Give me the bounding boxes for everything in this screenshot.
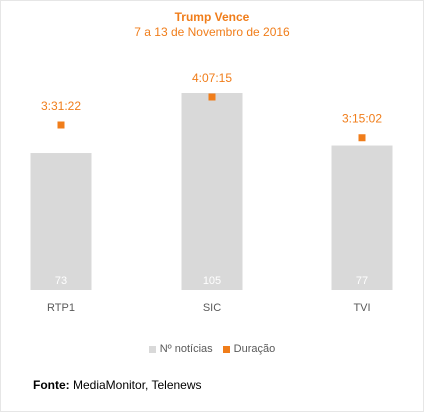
bar-value-label: 105: [203, 275, 221, 287]
bar-value-label: 77: [356, 275, 368, 287]
bar-value-label: 73: [55, 275, 67, 287]
duration-point-rtp1[interactable]: [57, 121, 65, 129]
chart-subtitle: 7 a 13 de Novembro de 2016: [134, 25, 290, 39]
duration-point-tvi[interactable]: [358, 134, 366, 142]
bar-tvi[interactable]: [331, 145, 393, 290]
legend-swatch-noticias: [148, 345, 156, 353]
source-label: Fonte:: [33, 378, 70, 392]
source-text: MediaMonitor, Telenews: [69, 378, 202, 392]
category-label-sic: SIC: [203, 302, 221, 314]
bar-rtp1[interactable]: [30, 153, 92, 290]
chart-legend: Nº notícias Duração: [0, 343, 424, 355]
duration-label: 3:31:22: [41, 99, 81, 113]
duration-point-sic[interactable]: [208, 93, 216, 101]
category-label-tvi: TVI: [353, 302, 370, 314]
legend-item-duracao[interactable]: Duração: [222, 343, 276, 355]
category-label-rtp1: RTP1: [47, 302, 75, 314]
legend-label-noticias: Nº notícias: [159, 343, 213, 355]
duration-label: 4:07:15: [192, 71, 232, 85]
bar-sic[interactable]: [181, 93, 243, 290]
chart-title: Trump Vence: [174, 10, 250, 24]
legend-swatch-duracao: [222, 345, 230, 353]
source-note: Fonte: MediaMonitor, Telenews: [33, 378, 202, 392]
duration-label: 3:15:02: [342, 112, 382, 126]
legend-item-noticias[interactable]: Nº notícias: [148, 343, 213, 355]
legend-label-duracao: Duração: [233, 343, 276, 355]
